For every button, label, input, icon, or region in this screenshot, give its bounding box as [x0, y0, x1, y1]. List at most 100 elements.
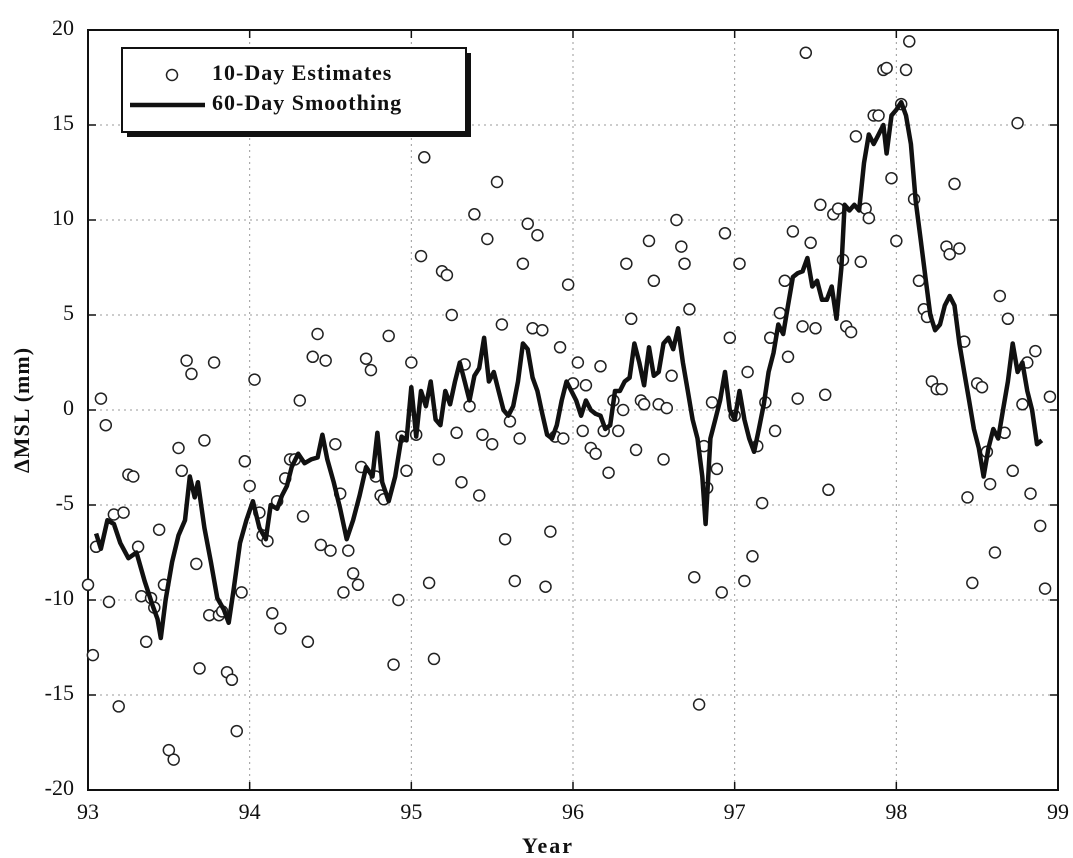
data-point	[536, 323, 549, 337]
data-point	[1006, 464, 1019, 478]
data-point	[440, 268, 454, 282]
x-tick-label: 96	[562, 799, 584, 824]
data-point	[561, 278, 575, 291]
data-point	[637, 398, 651, 411]
legend-label: 10-Day Estimates	[212, 60, 392, 85]
data-point	[589, 447, 602, 460]
legend: 10-Day Estimates 60-Day Smoothing	[121, 47, 471, 137]
data-point	[238, 455, 252, 468]
data-point	[193, 662, 206, 675]
data-point	[481, 232, 494, 246]
data-point	[539, 580, 552, 593]
data-point	[809, 322, 822, 335]
data-point	[185, 367, 198, 381]
data-point	[993, 289, 1007, 303]
data-point	[899, 63, 913, 77]
data-point	[337, 586, 350, 599]
data-point	[172, 441, 185, 455]
legend-swatch	[165, 68, 179, 82]
data-point	[862, 211, 876, 225]
y-tick-label: 5	[63, 300, 74, 325]
data-point	[872, 109, 885, 122]
data-point	[988, 546, 1002, 559]
smoothing-line	[93, 99, 1044, 641]
data-point	[718, 227, 732, 240]
data-point	[1038, 582, 1052, 595]
data-point	[943, 247, 956, 261]
data-point	[579, 379, 593, 392]
data-point	[392, 593, 405, 607]
data-point	[624, 312, 638, 326]
data-point	[86, 648, 100, 662]
data-point	[175, 464, 189, 478]
data-point	[112, 700, 125, 713]
data-point	[450, 426, 463, 440]
data-point	[445, 308, 458, 322]
data-point	[127, 470, 140, 483]
data-point	[594, 360, 607, 373]
data-point	[319, 354, 332, 367]
data-point	[117, 506, 130, 519]
data-point	[266, 607, 279, 620]
data-point	[647, 274, 661, 288]
data-point	[768, 424, 782, 438]
data-point	[162, 743, 176, 757]
data-point	[414, 249, 428, 263]
data-point	[418, 151, 431, 164]
legend-box	[121, 47, 467, 133]
x-tick-label: 97	[724, 799, 746, 824]
data-point	[225, 673, 239, 687]
y-tick-label: 0	[63, 395, 74, 420]
data-point	[1043, 390, 1057, 403]
data-point	[99, 418, 113, 432]
x-tick-label: 94	[239, 799, 261, 824]
x-axis-label: Year	[522, 833, 574, 858]
data-point	[665, 369, 678, 383]
data-point	[935, 382, 948, 396]
data-point	[966, 576, 979, 590]
data-point	[791, 392, 804, 405]
data-point	[472, 489, 486, 502]
data-point	[405, 356, 418, 369]
data-point	[885, 171, 898, 185]
data-point	[903, 35, 916, 48]
data-point	[854, 255, 868, 269]
legend-label: 60-Day Smoothing	[212, 90, 402, 115]
data-point	[455, 475, 468, 489]
data-point	[1033, 519, 1047, 533]
data-point	[314, 538, 328, 552]
data-point	[705, 396, 719, 409]
data-point	[359, 352, 373, 365]
data-point	[382, 329, 395, 343]
data-point	[660, 401, 674, 415]
data-point	[778, 274, 792, 288]
data-point	[670, 213, 683, 227]
data-point	[243, 479, 256, 493]
data-point	[844, 325, 858, 339]
data-point	[180, 354, 193, 367]
data-point	[235, 586, 248, 599]
data-point	[571, 356, 585, 369]
data-point	[629, 443, 643, 457]
data-point	[675, 240, 688, 253]
y-tick-label: 20	[52, 15, 74, 40]
data-point	[799, 46, 813, 60]
y-tick-label: 15	[52, 110, 74, 135]
data-point	[796, 320, 809, 333]
data-point	[1011, 116, 1024, 130]
data-point	[364, 363, 378, 377]
data-point	[557, 432, 570, 445]
data-point	[781, 350, 795, 364]
data-point	[961, 491, 974, 504]
data-point	[329, 437, 342, 451]
data-point	[642, 234, 656, 248]
data-point	[544, 525, 557, 538]
data-point	[207, 356, 221, 369]
data-point	[1001, 312, 1015, 326]
data-point	[975, 380, 989, 394]
data-point	[432, 453, 446, 466]
data-point	[521, 217, 534, 231]
data-point	[495, 318, 509, 331]
x-tick-label: 98	[885, 799, 907, 824]
data-point	[324, 544, 337, 557]
